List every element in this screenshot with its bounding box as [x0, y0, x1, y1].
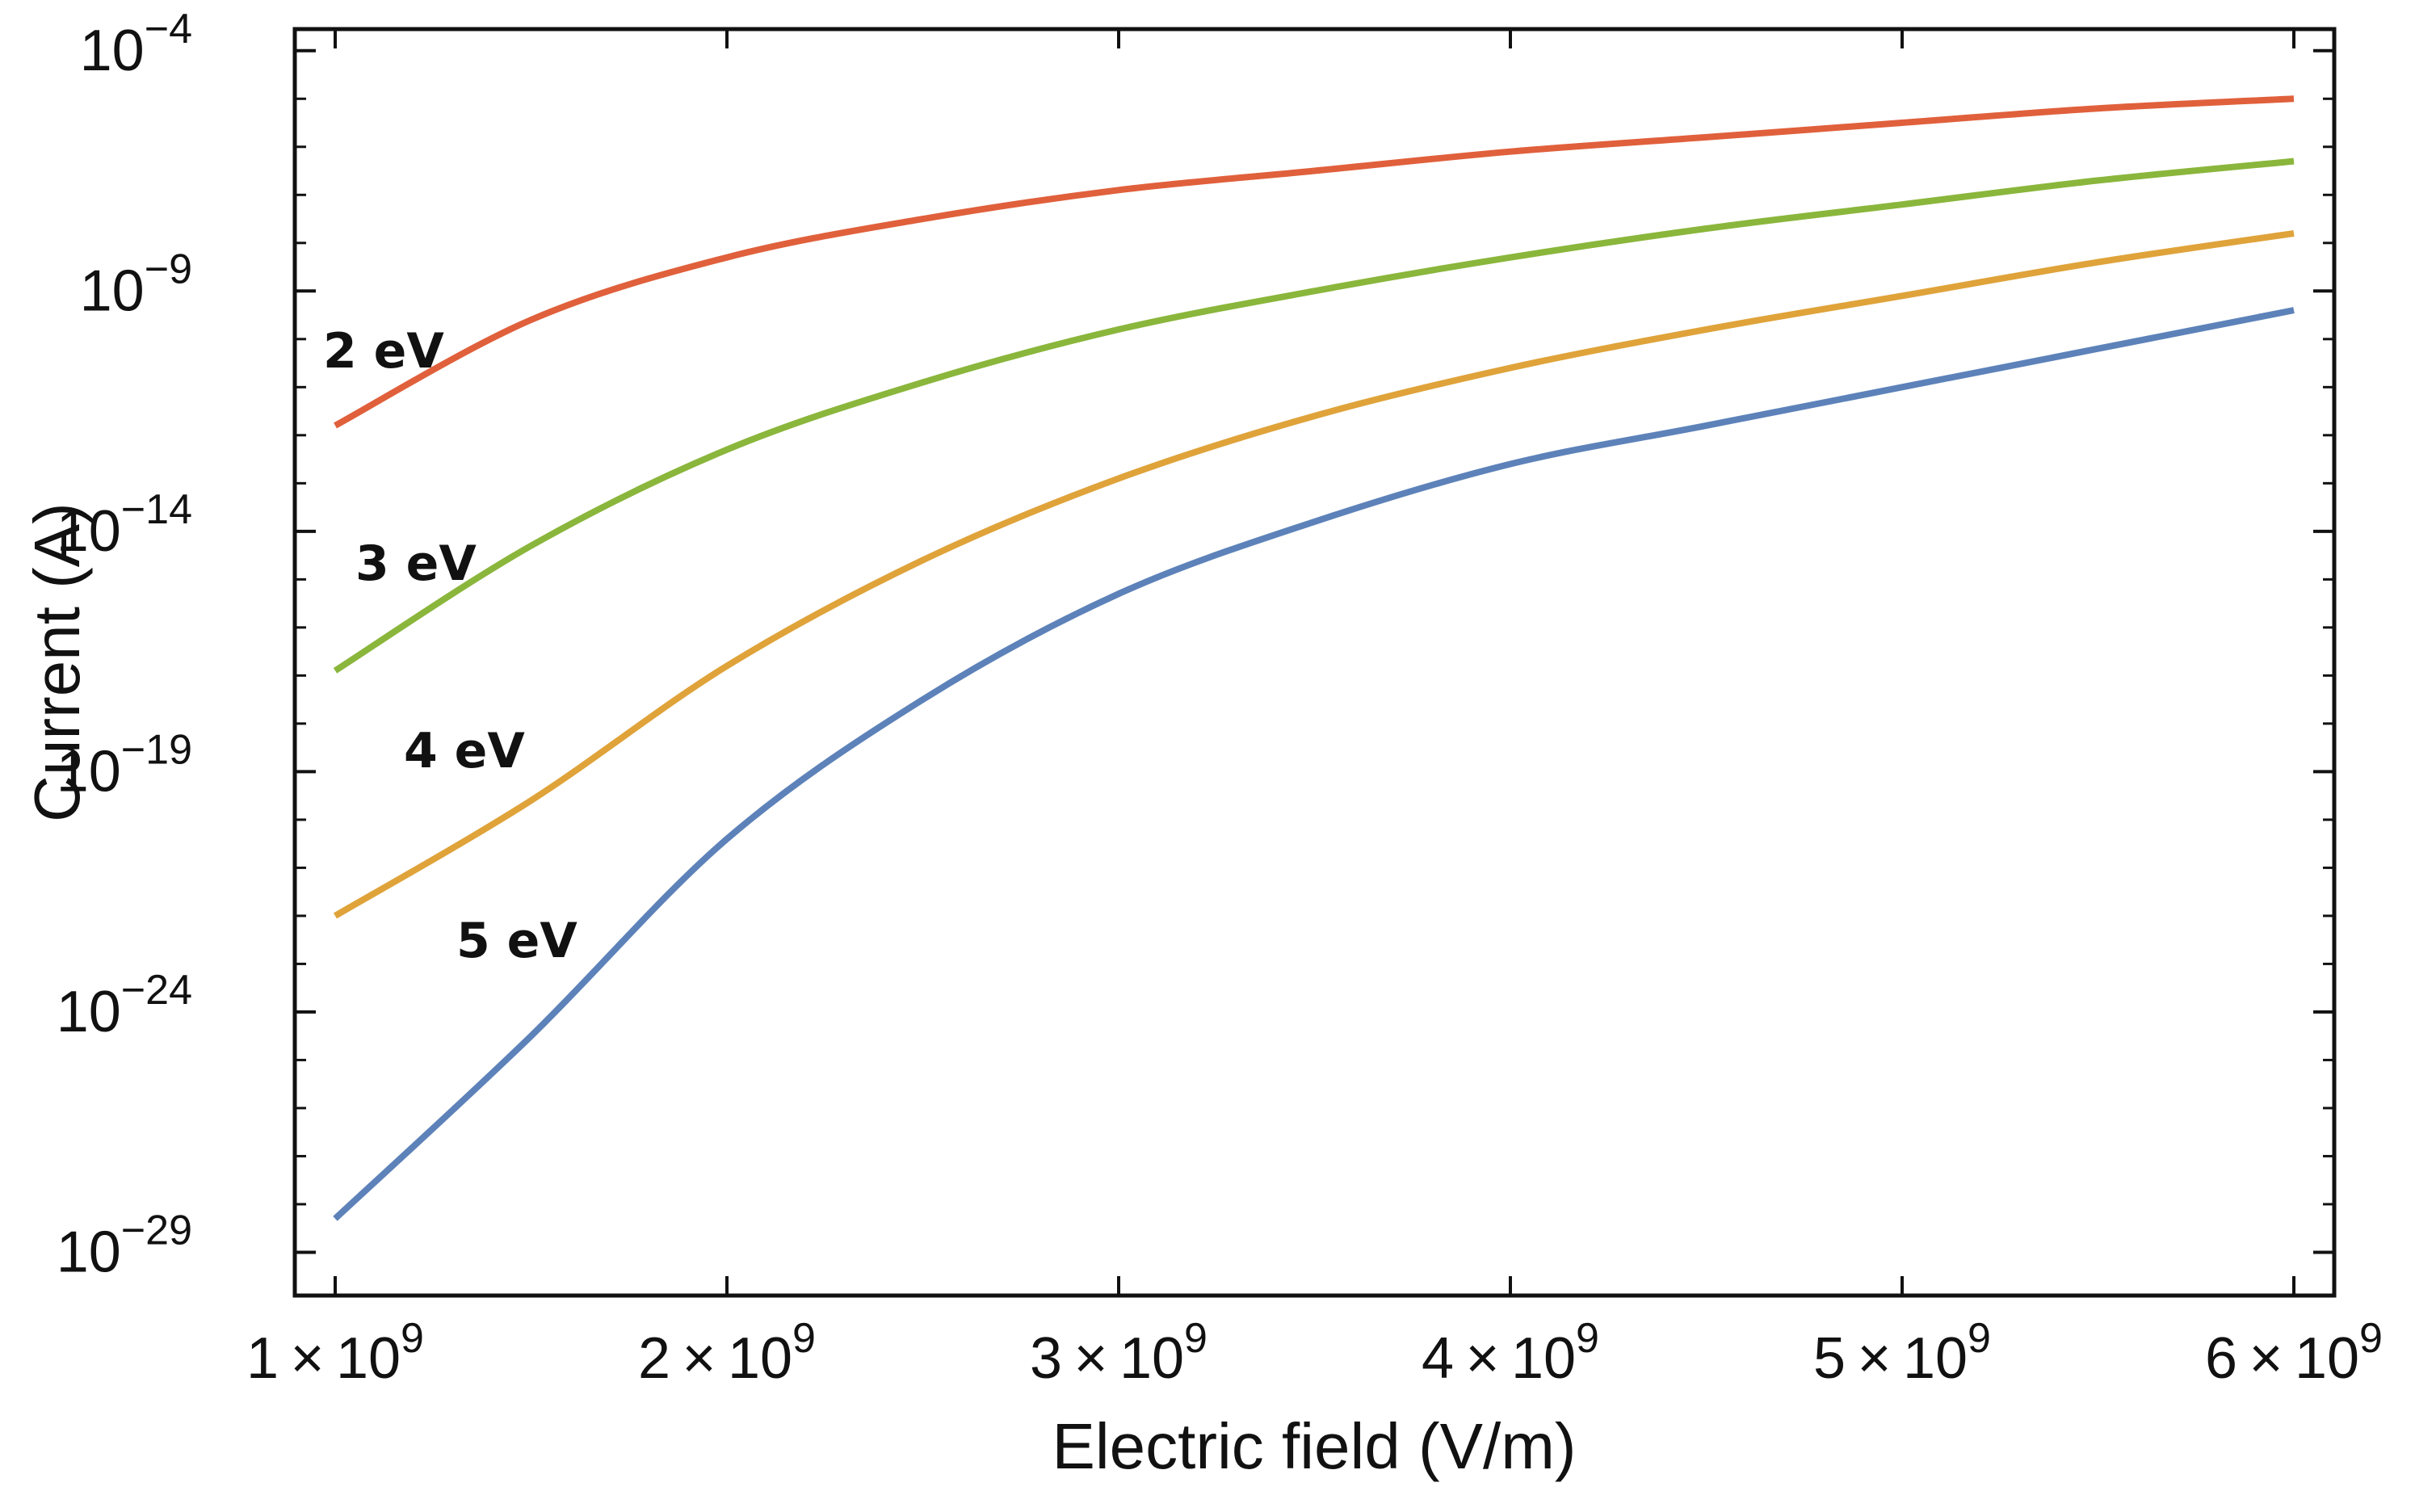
x-tick-label-4: 5 × 109: [1813, 1315, 1991, 1391]
series-line-2-ev: [334, 95, 2295, 429]
y-tick-label-1: 10−9: [80, 246, 192, 323]
x-tick-label-3: 4 × 109: [1422, 1315, 1599, 1391]
plot-frame: [292, 27, 2337, 1298]
y-tick-label-4: 10−24: [57, 967, 192, 1044]
x-tick-label-2: 3 × 109: [1030, 1315, 1208, 1391]
x-axis-label: Electric field (V/m): [1052, 1410, 1577, 1482]
x-tick-label-1: 2 × 109: [638, 1315, 816, 1391]
y-tick-label-3: 10−19: [57, 726, 192, 804]
series-line-3-ev: [333, 158, 2295, 674]
x-axis-ticks: 1 × 109 2 × 109 3 × 109 4 × 109 5 × 109 6 × 1…: [246, 29, 2383, 1391]
series-label-2-ev: 2 eV: [323, 323, 444, 380]
series-lines: [333, 95, 2295, 1221]
series-labels: 2 eV 3 eV 4 eV 5 eV: [323, 323, 578, 969]
y-axis-ticks: 10−4 10−9 10−14 10−19 10−24 10−29: [57, 6, 2334, 1284]
series-label-3-ev: 3 eV: [355, 536, 477, 592]
series-label-5-ev: 5 eV: [456, 913, 578, 969]
y-tick-label-0: 10−4: [80, 6, 192, 83]
y-tick-label-5: 10−29: [57, 1207, 192, 1284]
x-tick-label-5: 6 × 109: [2205, 1315, 2383, 1391]
series-line-5-ev: [333, 307, 2295, 1221]
y-tick-label-2: 10−14: [57, 486, 192, 564]
series-line-4-ev: [333, 229, 2295, 919]
series-label-4-ev: 4 eV: [404, 723, 525, 779]
x-tick-label-0: 1 × 109: [246, 1315, 424, 1391]
y-axis-label: Current (A): [21, 502, 93, 822]
